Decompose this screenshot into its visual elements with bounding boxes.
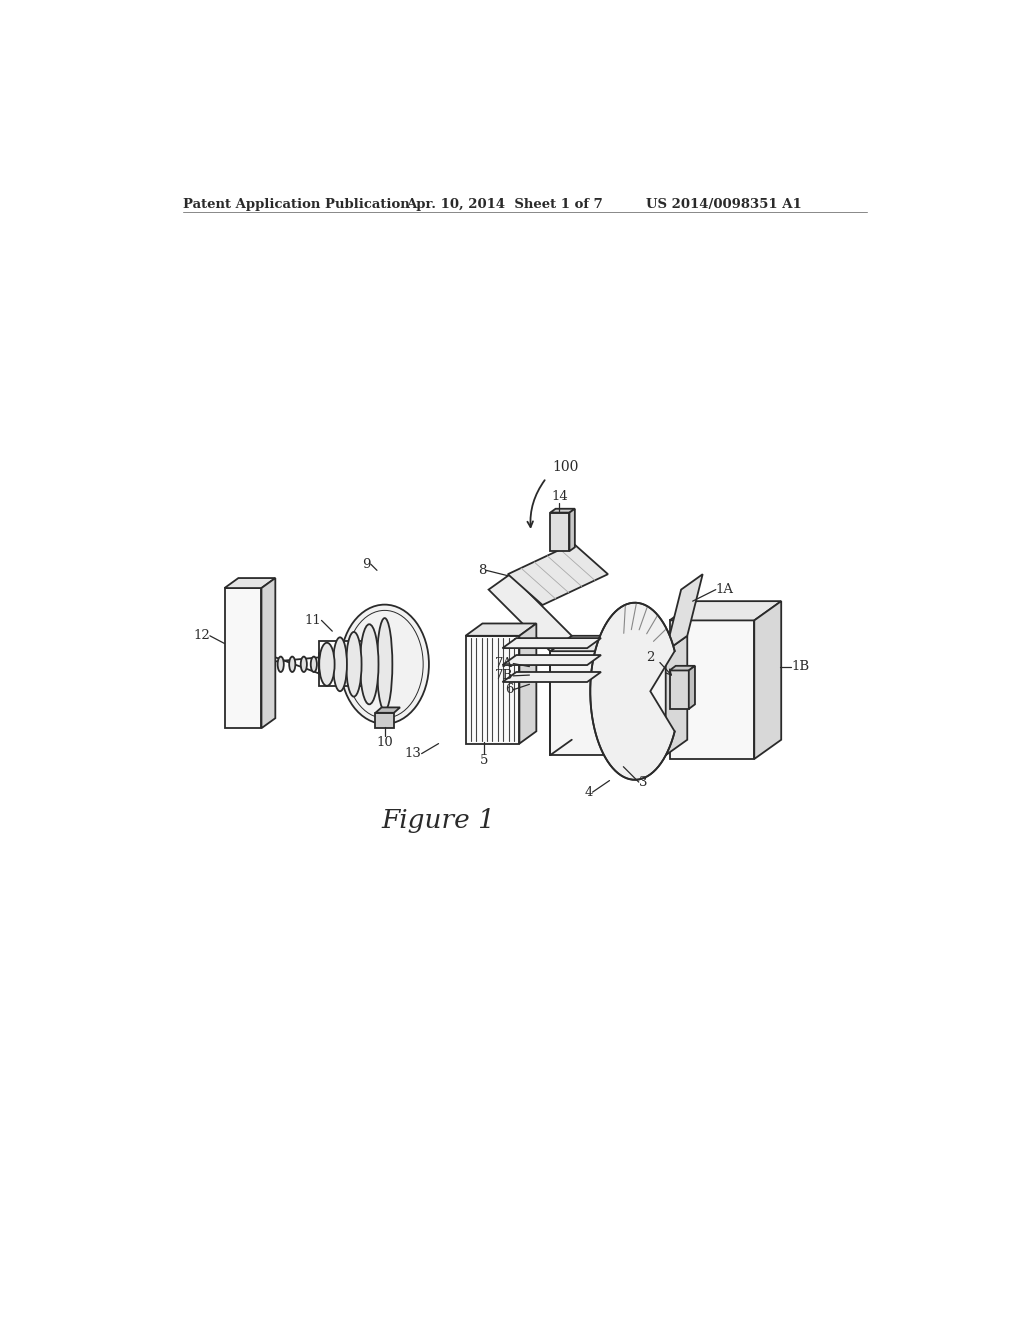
Ellipse shape [289, 656, 295, 672]
Polygon shape [519, 623, 537, 743]
Polygon shape [689, 665, 695, 709]
Text: Patent Application Publication: Patent Application Publication [183, 198, 410, 211]
Ellipse shape [278, 656, 284, 672]
Polygon shape [569, 508, 574, 552]
Ellipse shape [377, 618, 392, 710]
Polygon shape [550, 651, 666, 755]
Polygon shape [466, 636, 519, 743]
Text: Apr. 10, 2014  Sheet 1 of 7: Apr. 10, 2014 Sheet 1 of 7 [407, 198, 603, 211]
Ellipse shape [346, 632, 361, 697]
Text: 12: 12 [194, 630, 210, 643]
Text: 4: 4 [584, 785, 593, 799]
Polygon shape [261, 578, 275, 729]
Text: 7A: 7A [496, 657, 513, 671]
Polygon shape [666, 574, 702, 651]
Text: 1A: 1A [716, 583, 734, 597]
Text: 9: 9 [362, 557, 371, 570]
Text: 10: 10 [376, 737, 393, 748]
Polygon shape [503, 672, 601, 682]
Text: 6: 6 [505, 684, 513, 696]
Ellipse shape [340, 605, 429, 723]
Polygon shape [376, 708, 400, 713]
Polygon shape [508, 544, 608, 605]
Text: 2: 2 [646, 651, 654, 664]
Polygon shape [503, 638, 601, 648]
Ellipse shape [360, 624, 379, 705]
Polygon shape [590, 603, 675, 780]
Polygon shape [666, 636, 687, 755]
Text: 5: 5 [480, 754, 488, 767]
Text: 100: 100 [553, 461, 579, 474]
Text: 14: 14 [551, 490, 568, 503]
Polygon shape [670, 665, 695, 671]
Polygon shape [670, 671, 689, 709]
Polygon shape [670, 620, 755, 759]
Polygon shape [376, 713, 394, 729]
Polygon shape [550, 636, 687, 651]
Text: Figure 1: Figure 1 [382, 808, 496, 833]
Ellipse shape [301, 656, 307, 672]
Polygon shape [224, 578, 275, 589]
Polygon shape [550, 508, 574, 512]
Polygon shape [755, 601, 781, 759]
Polygon shape [503, 655, 601, 665]
Text: 1B: 1B [792, 660, 809, 673]
Polygon shape [550, 512, 569, 552]
Text: 13: 13 [404, 747, 422, 760]
Ellipse shape [310, 656, 316, 672]
Polygon shape [670, 601, 781, 620]
Ellipse shape [333, 638, 347, 692]
Polygon shape [466, 623, 537, 636]
Text: 3: 3 [639, 776, 647, 788]
Text: 8: 8 [478, 564, 486, 577]
Ellipse shape [319, 643, 335, 686]
Text: US 2014/0098351 A1: US 2014/0098351 A1 [646, 198, 802, 211]
Text: 7B: 7B [495, 669, 513, 682]
Text: 11: 11 [305, 614, 322, 627]
Polygon shape [488, 574, 571, 651]
Polygon shape [224, 589, 261, 729]
